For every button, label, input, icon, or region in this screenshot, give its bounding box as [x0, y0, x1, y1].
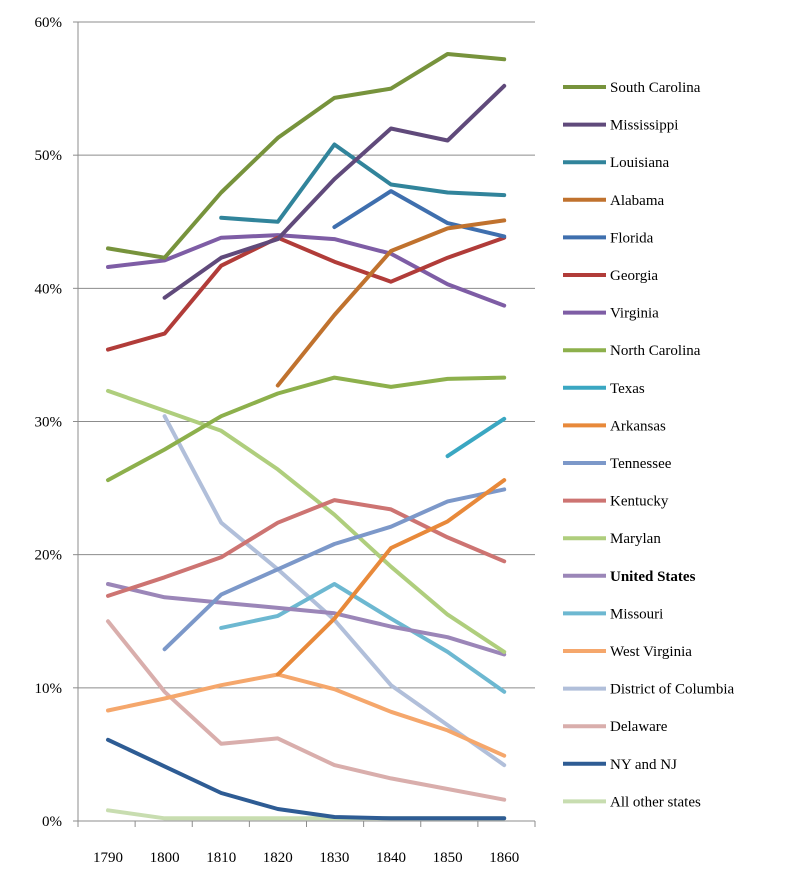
legend-label: Missouri	[610, 606, 663, 622]
gridlines	[78, 21, 535, 689]
y-tick-label: 40%	[35, 281, 63, 297]
series-line-texas	[445, 416, 507, 459]
series-arkansas	[275, 478, 507, 677]
series-virginia	[106, 233, 507, 308]
legend-item-louisiana: Louisiana	[563, 155, 669, 171]
series-district-of-columbia	[162, 414, 507, 768]
legend-item-missouri: Missouri	[563, 606, 663, 622]
series-line-north-carolina	[106, 375, 507, 483]
series-line-arkansas	[275, 478, 507, 677]
legend-label: Florida	[610, 230, 654, 246]
legend-item-all-other-states: All other states	[563, 794, 701, 810]
legend-item-alabama: Alabama	[563, 193, 664, 209]
series-line-louisiana	[219, 142, 507, 224]
series-line-mississippi	[162, 83, 507, 300]
series-line-kentucky	[106, 498, 507, 598]
series-united-states	[106, 582, 507, 657]
axes: 0% 10% 20% 30% 40% 50% 60% 1790 1800 1810 1820 1830…	[35, 15, 536, 866]
legend-label: Marylan	[610, 531, 661, 547]
legend-label: Kentucky	[610, 494, 669, 510]
legend: South Carolina Mississippi Louisiana Alabam…	[563, 80, 734, 810]
x-tick-label: 1820	[263, 850, 293, 866]
legend-label: Tennessee	[610, 456, 672, 472]
series-alabama	[275, 218, 507, 388]
x-tick-label: 1810	[206, 850, 236, 866]
series-louisiana	[219, 142, 507, 224]
legend-item-district-of-columbia: District of Columbia	[563, 682, 734, 698]
legend-item-south-carolina: South Carolina	[563, 80, 701, 96]
legend-item-tennessee: Tennessee	[563, 456, 672, 472]
legend-label: North Carolina	[610, 343, 701, 359]
x-tick-label: 1850	[433, 850, 463, 866]
x-tick-label: 1790	[93, 850, 123, 866]
series-line-missouri	[219, 582, 507, 694]
series-georgia	[106, 235, 507, 352]
y-tick-label: 10%	[35, 681, 63, 697]
series-delaware	[106, 619, 507, 802]
legend-label: All other states	[610, 794, 701, 810]
series-line-marylan	[106, 388, 507, 654]
legend-label: West Virginia	[610, 644, 692, 660]
legend-label: Virginia	[610, 306, 659, 322]
legend-label: Georgia	[610, 268, 658, 284]
legend-item-kentucky: Kentucky	[563, 494, 669, 510]
series-line-alabama	[275, 218, 507, 388]
series-south-carolina	[106, 52, 507, 260]
series-mississippi	[162, 83, 507, 300]
legend-item-ny-and-nj: NY and NJ	[563, 757, 677, 773]
legend-label: United States	[610, 569, 696, 585]
legend-item-delaware: Delaware	[563, 719, 668, 735]
legend-item-north-carolina: North Carolina	[563, 343, 701, 359]
legend-label: Mississippi	[610, 118, 678, 134]
legend-label: Alabama	[610, 193, 664, 209]
series-line-united-states	[106, 582, 507, 657]
series-lines	[106, 52, 507, 821]
series-north-carolina	[106, 375, 507, 483]
x-tick-label: 1830	[319, 850, 349, 866]
legend-label: Arkansas	[610, 418, 666, 434]
legend-item-florida: Florida	[563, 230, 654, 246]
legend-label: Louisiana	[610, 155, 669, 171]
series-west-virginia	[106, 672, 507, 758]
y-tick-label: 20%	[35, 548, 63, 564]
series-line-west-virginia	[106, 672, 507, 758]
legend-item-arkansas: Arkansas	[563, 418, 666, 434]
legend-item-west-virginia: West Virginia	[563, 644, 692, 660]
series-missouri	[219, 582, 507, 694]
series-tennessee	[162, 487, 507, 652]
legend-label: District of Columbia	[610, 682, 734, 698]
series-florida	[332, 189, 507, 239]
legend-item-virginia: Virginia	[563, 306, 659, 322]
series-marylan	[106, 388, 507, 654]
series-line-ny-and-nj	[106, 737, 507, 821]
legend-label: Delaware	[610, 719, 668, 735]
legend-label: Texas	[610, 381, 645, 397]
x-tick-label: 1860	[489, 850, 519, 866]
series-line-south-carolina	[106, 52, 507, 260]
y-tick-label: 60%	[35, 15, 63, 31]
legend-item-georgia: Georgia	[563, 268, 658, 284]
series-kentucky	[106, 498, 507, 598]
series-line-virginia	[106, 233, 507, 308]
y-tick-label: 50%	[35, 148, 63, 164]
y-tick-label: 0%	[42, 814, 62, 830]
legend-item-marylan: Marylan	[563, 531, 661, 547]
series-line-florida	[332, 189, 507, 239]
legend-item-texas: Texas	[563, 381, 645, 397]
legend-label: NY and NJ	[610, 757, 677, 773]
x-tick-label: 1840	[376, 850, 406, 866]
legend-label: South Carolina	[610, 80, 701, 96]
series-line-delaware	[106, 619, 507, 802]
series-ny-and-nj	[106, 737, 507, 821]
series-line-district-of-columbia	[162, 414, 507, 768]
x-tick-label: 1800	[150, 850, 180, 866]
series-line-georgia	[106, 235, 507, 352]
legend-item-united-states: United States	[563, 569, 696, 585]
legend-item-mississippi: Mississippi	[563, 118, 678, 134]
y-tick-label: 30%	[35, 415, 63, 431]
series-line-tennessee	[162, 487, 507, 652]
series-texas	[445, 416, 507, 459]
